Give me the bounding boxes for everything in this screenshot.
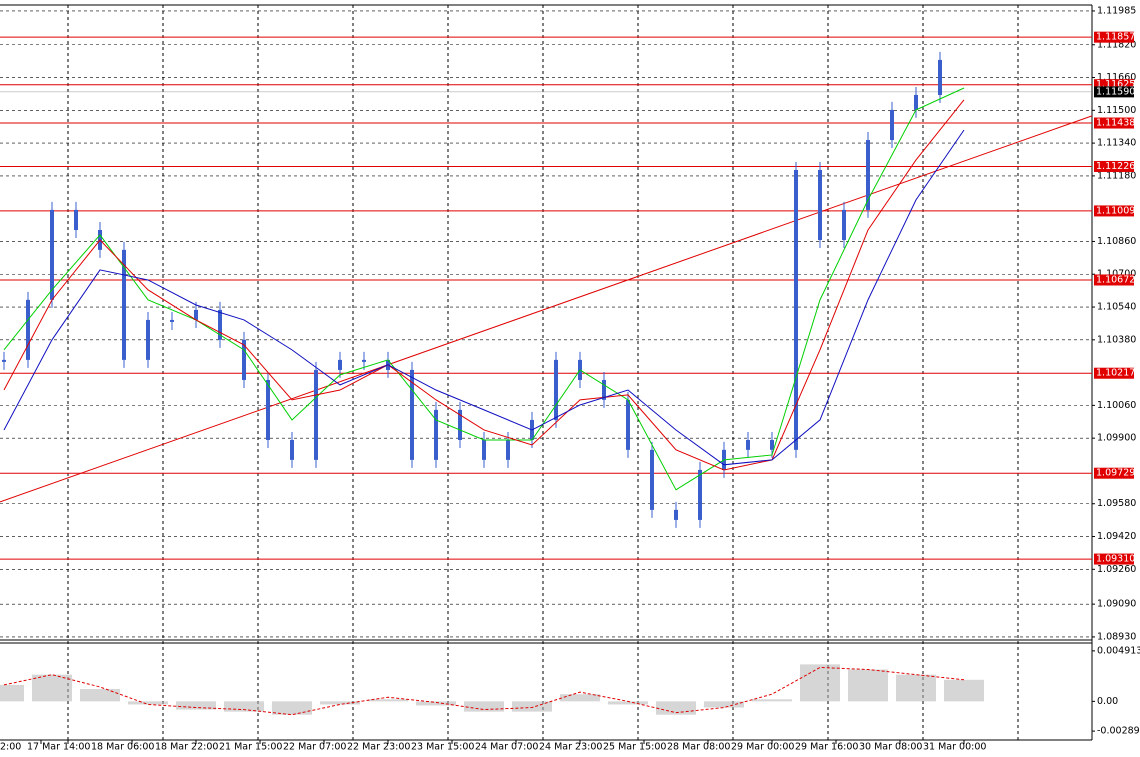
- y-tick-label: 1.09580: [1097, 498, 1136, 509]
- level-label-box: [1094, 367, 1134, 379]
- histogram-bar: [464, 701, 504, 712]
- y-tick-label: 1.11180: [1097, 170, 1136, 181]
- histogram-bar: [272, 701, 312, 715]
- x-tick-label: 28 Mar 08:00: [667, 742, 730, 753]
- level-label-box: [1094, 160, 1134, 172]
- moving-average: [3, 99, 965, 471]
- level-label: 1.11009: [1096, 205, 1135, 216]
- y-tick-label: 1.09260: [1097, 564, 1136, 575]
- level-label: 1.11226: [1096, 161, 1135, 172]
- histogram-bar: [848, 669, 888, 702]
- y-tick-label: 1.09420: [1097, 531, 1136, 542]
- x-tick-label: 21 Mar 15:00: [219, 742, 282, 753]
- x-tick-label: 30 Mar 08:00: [859, 742, 922, 753]
- histogram-bar: [320, 701, 360, 705]
- indicator-y-tick-label: 0.004913: [1097, 645, 1140, 656]
- trendline: [0, 115, 1093, 503]
- y-tick-label: 1.11985: [1097, 5, 1136, 16]
- x-tick-label: 31 Mar 00:00: [923, 742, 986, 753]
- x-tick-label: 24 Mar 07:00: [475, 742, 538, 753]
- indicator-y-tick-label: 0.00: [1097, 696, 1118, 707]
- x-tick-label: 29 Mar 16:00: [795, 742, 858, 753]
- y-tick-label: 1.11660: [1097, 72, 1136, 83]
- moving-average: [3, 87, 965, 491]
- y-tick-label: 1.10540: [1097, 302, 1136, 313]
- histogram-bar: [128, 701, 168, 705]
- histogram-bar: [0, 684, 24, 702]
- histogram-bar: [80, 689, 120, 702]
- level-label: 1.09310: [1096, 554, 1135, 565]
- level-label: 1.11857: [1096, 32, 1135, 43]
- y-tick-label: 1.10860: [1097, 236, 1136, 247]
- x-tick-label: 18 Mar 06:00: [91, 742, 154, 753]
- y-tick-label: 1.08930: [1097, 631, 1136, 642]
- histogram-bar: [416, 701, 456, 706]
- level-label: 1.10217: [1096, 368, 1135, 379]
- current-price-label: 1.11590: [1096, 86, 1135, 97]
- moving-average: [3, 129, 965, 466]
- x-tick-label: 29 Mar 00:00: [731, 742, 794, 753]
- level-label-box: [1094, 467, 1134, 479]
- histogram-bar: [560, 694, 600, 702]
- indicator-y-tick-label: -0.002893: [1097, 726, 1140, 737]
- histogram-bar: [608, 701, 648, 705]
- y-tick-label: 1.10060: [1097, 400, 1136, 411]
- level-label-box: [1094, 205, 1134, 217]
- level-label: 1.10672: [1096, 274, 1135, 285]
- x-tick-label: 25 Mar 15:00: [603, 742, 666, 753]
- level-label-box: [1094, 553, 1134, 565]
- level-label-box: [1094, 79, 1134, 91]
- y-tick-label: 1.10700: [1097, 269, 1136, 280]
- y-tick-label: 1.09090: [1097, 599, 1136, 610]
- level-label: 1.09729: [1096, 468, 1135, 479]
- histogram-bar: [176, 701, 216, 710]
- x-tick-label: 22 Mar 23:00: [347, 742, 410, 753]
- level-label: 1.11625: [1096, 79, 1135, 90]
- x-tick-label: 24 Mar 23:00: [539, 742, 602, 753]
- x-tick-label: 17 Mar 14:00: [27, 742, 90, 753]
- level-label-box: [1094, 31, 1134, 43]
- histogram-bar: [896, 674, 936, 702]
- y-tick-label: 1.11820: [1097, 39, 1136, 50]
- y-tick-label: 1.11340: [1097, 138, 1136, 149]
- level-label-box: [1094, 274, 1134, 286]
- histogram-bar: [752, 699, 792, 702]
- x-tick-label: 23 Mar 15:00: [411, 742, 474, 753]
- histogram-bar: [512, 701, 552, 712]
- histogram-bar: [800, 664, 840, 702]
- level-label: 1.11438: [1096, 118, 1135, 129]
- signal-line: [3, 666, 965, 716]
- current-price-box: [1094, 86, 1134, 98]
- histogram-bar: [32, 674, 72, 702]
- histogram-bar: [944, 679, 984, 702]
- level-label-box: [1094, 117, 1134, 129]
- x-tick-label: 18 Mar 22:00: [155, 742, 218, 753]
- y-tick-label: 1.09900: [1097, 433, 1136, 444]
- histogram-bar: [704, 701, 744, 708]
- x-tick-label: 22 Mar 07:00: [283, 742, 346, 753]
- x-tick-label: 2:00: [0, 742, 21, 753]
- time-grid: [67, 5, 1019, 740]
- histogram-bar: [224, 701, 264, 712]
- y-tick-label: 1.11500: [1097, 105, 1136, 116]
- histogram-bar: [368, 699, 408, 702]
- y-tick-label: 1.10380: [1097, 334, 1136, 345]
